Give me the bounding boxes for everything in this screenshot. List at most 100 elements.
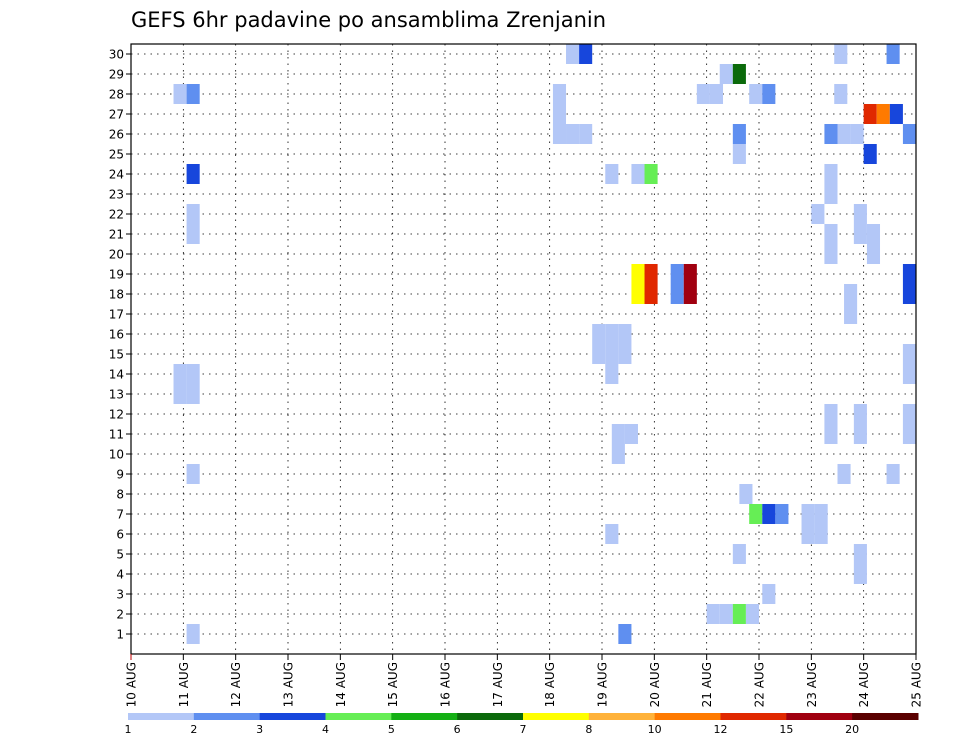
heatmap-cell <box>732 144 746 164</box>
heatmap-cell <box>611 424 625 444</box>
heatmap-cell <box>592 324 606 344</box>
grid <box>131 44 916 654</box>
x-tick-label: 14 AUG <box>334 662 348 707</box>
heatmap-cell <box>186 164 200 184</box>
y-tick-label: 5 <box>116 548 124 562</box>
heatmap-cell <box>173 384 187 404</box>
heatmap-cell <box>886 464 900 484</box>
heatmap-cell <box>824 224 838 244</box>
cells <box>173 44 916 644</box>
y-tick-label: 22 <box>109 208 124 222</box>
colorbar-segment <box>325 713 392 720</box>
heatmap-cell <box>605 164 619 184</box>
heatmap-cell <box>814 504 828 524</box>
y-tick-label: 6 <box>116 528 124 542</box>
heatmap-cell <box>902 264 916 284</box>
y-tick-label: 13 <box>109 388 124 402</box>
heatmap-cell <box>644 264 658 284</box>
heatmap-cell <box>853 424 867 444</box>
heatmap-cell <box>762 584 776 604</box>
y-tick-label: 18 <box>109 288 124 302</box>
heatmap-cell <box>762 504 776 524</box>
x-tick-label: 10 AUG <box>125 662 139 707</box>
colorbar-label: 4 <box>322 723 329 736</box>
heatmap-cell <box>683 264 697 284</box>
colorbar-segment <box>654 713 721 720</box>
heatmap-cell <box>801 504 815 524</box>
heatmap-cell <box>886 44 900 64</box>
heatmap-cell <box>811 204 825 224</box>
heatmap-cell <box>902 404 916 424</box>
heatmap-cell <box>732 124 746 144</box>
heatmap-cell <box>824 184 838 204</box>
y-tick-label: 17 <box>109 308 124 322</box>
y-tick-label: 27 <box>109 108 124 122</box>
heatmap-cell <box>618 344 632 364</box>
colorbar-label: 7 <box>520 723 527 736</box>
heatmap-cell <box>631 284 645 304</box>
heatmap-cell <box>706 604 720 624</box>
heatmap-cell <box>624 424 638 444</box>
y-tick-label: 8 <box>116 488 124 502</box>
x-tick-label: 12 AUG <box>229 662 243 707</box>
heatmap-cell <box>834 44 848 64</box>
heatmap-cell <box>186 384 200 404</box>
heatmap-cell <box>631 164 645 184</box>
heatmap-cell <box>611 444 625 464</box>
y-tick-label: 2 <box>116 608 124 622</box>
x-axis: 10 AUG 11 AUG 12 AUG 13 AUG 14 AUG 15 AUG 16 A… <box>125 654 924 707</box>
heatmap-cell <box>719 64 733 84</box>
y-tick-label: 26 <box>109 128 124 142</box>
colorbar-label: 20 <box>845 723 859 736</box>
colorbar-segment <box>128 713 195 720</box>
x-tick-label: 20 AUG <box>648 662 662 707</box>
y-tick-label: 16 <box>109 328 124 342</box>
heatmap-cell <box>762 84 776 104</box>
heatmap-cell <box>644 164 658 184</box>
heatmap-cell <box>853 224 867 244</box>
heatmap-cell <box>814 524 828 544</box>
heatmap-cell <box>863 104 877 124</box>
heatmap-cell <box>732 544 746 564</box>
colorbar-segment <box>523 713 590 720</box>
heatmap-cell <box>902 124 916 144</box>
heatmap-cell <box>853 544 867 564</box>
heatmap-cell <box>844 284 858 304</box>
x-tick-label: 15 AUG <box>386 662 400 707</box>
x-tick-label: 18 AUG <box>543 662 557 707</box>
x-tick-label: 25 AUG <box>910 662 924 707</box>
heatmap-cell <box>683 284 697 304</box>
heatmap-cell <box>889 104 903 124</box>
colorbar-segment <box>391 713 458 720</box>
heatmap-cell <box>579 44 593 64</box>
heatmap-cell <box>863 144 877 164</box>
heatmap-cell <box>644 284 658 304</box>
plot-frame <box>130 43 917 655</box>
y-tick-label: 15 <box>109 348 124 362</box>
heatmap-cell <box>173 364 187 384</box>
heatmap-cell <box>902 364 916 384</box>
chart-title: GEFS 6hr padavine po ansamblima Zrenjani… <box>131 8 606 32</box>
heatmap-cell <box>837 124 851 144</box>
heatmap-cell <box>853 204 867 224</box>
heatmap-cell <box>186 224 200 244</box>
heatmap-cell <box>605 344 619 364</box>
heatmap-cell <box>186 624 200 644</box>
colorbar-segment <box>259 713 326 720</box>
heatmap-cell <box>732 604 746 624</box>
x-tick-label: 17 AUG <box>491 662 505 707</box>
heatmap-cell <box>709 84 724 104</box>
colorbar-label: 2 <box>190 723 197 736</box>
heatmap-cell <box>605 324 619 344</box>
colorbar-segment <box>786 713 853 720</box>
heatmap-cell <box>566 44 580 64</box>
heatmap-cell <box>186 364 200 384</box>
y-tick-label: 12 <box>109 408 124 422</box>
heatmap-cell <box>824 404 838 424</box>
heatmap-cell <box>824 244 838 264</box>
y-tick-label: 28 <box>109 88 124 102</box>
heatmap-cell <box>853 564 867 584</box>
heatmap-cell <box>552 124 567 144</box>
y-tick-label: 21 <box>109 228 124 242</box>
heatmap-cell <box>186 464 200 484</box>
